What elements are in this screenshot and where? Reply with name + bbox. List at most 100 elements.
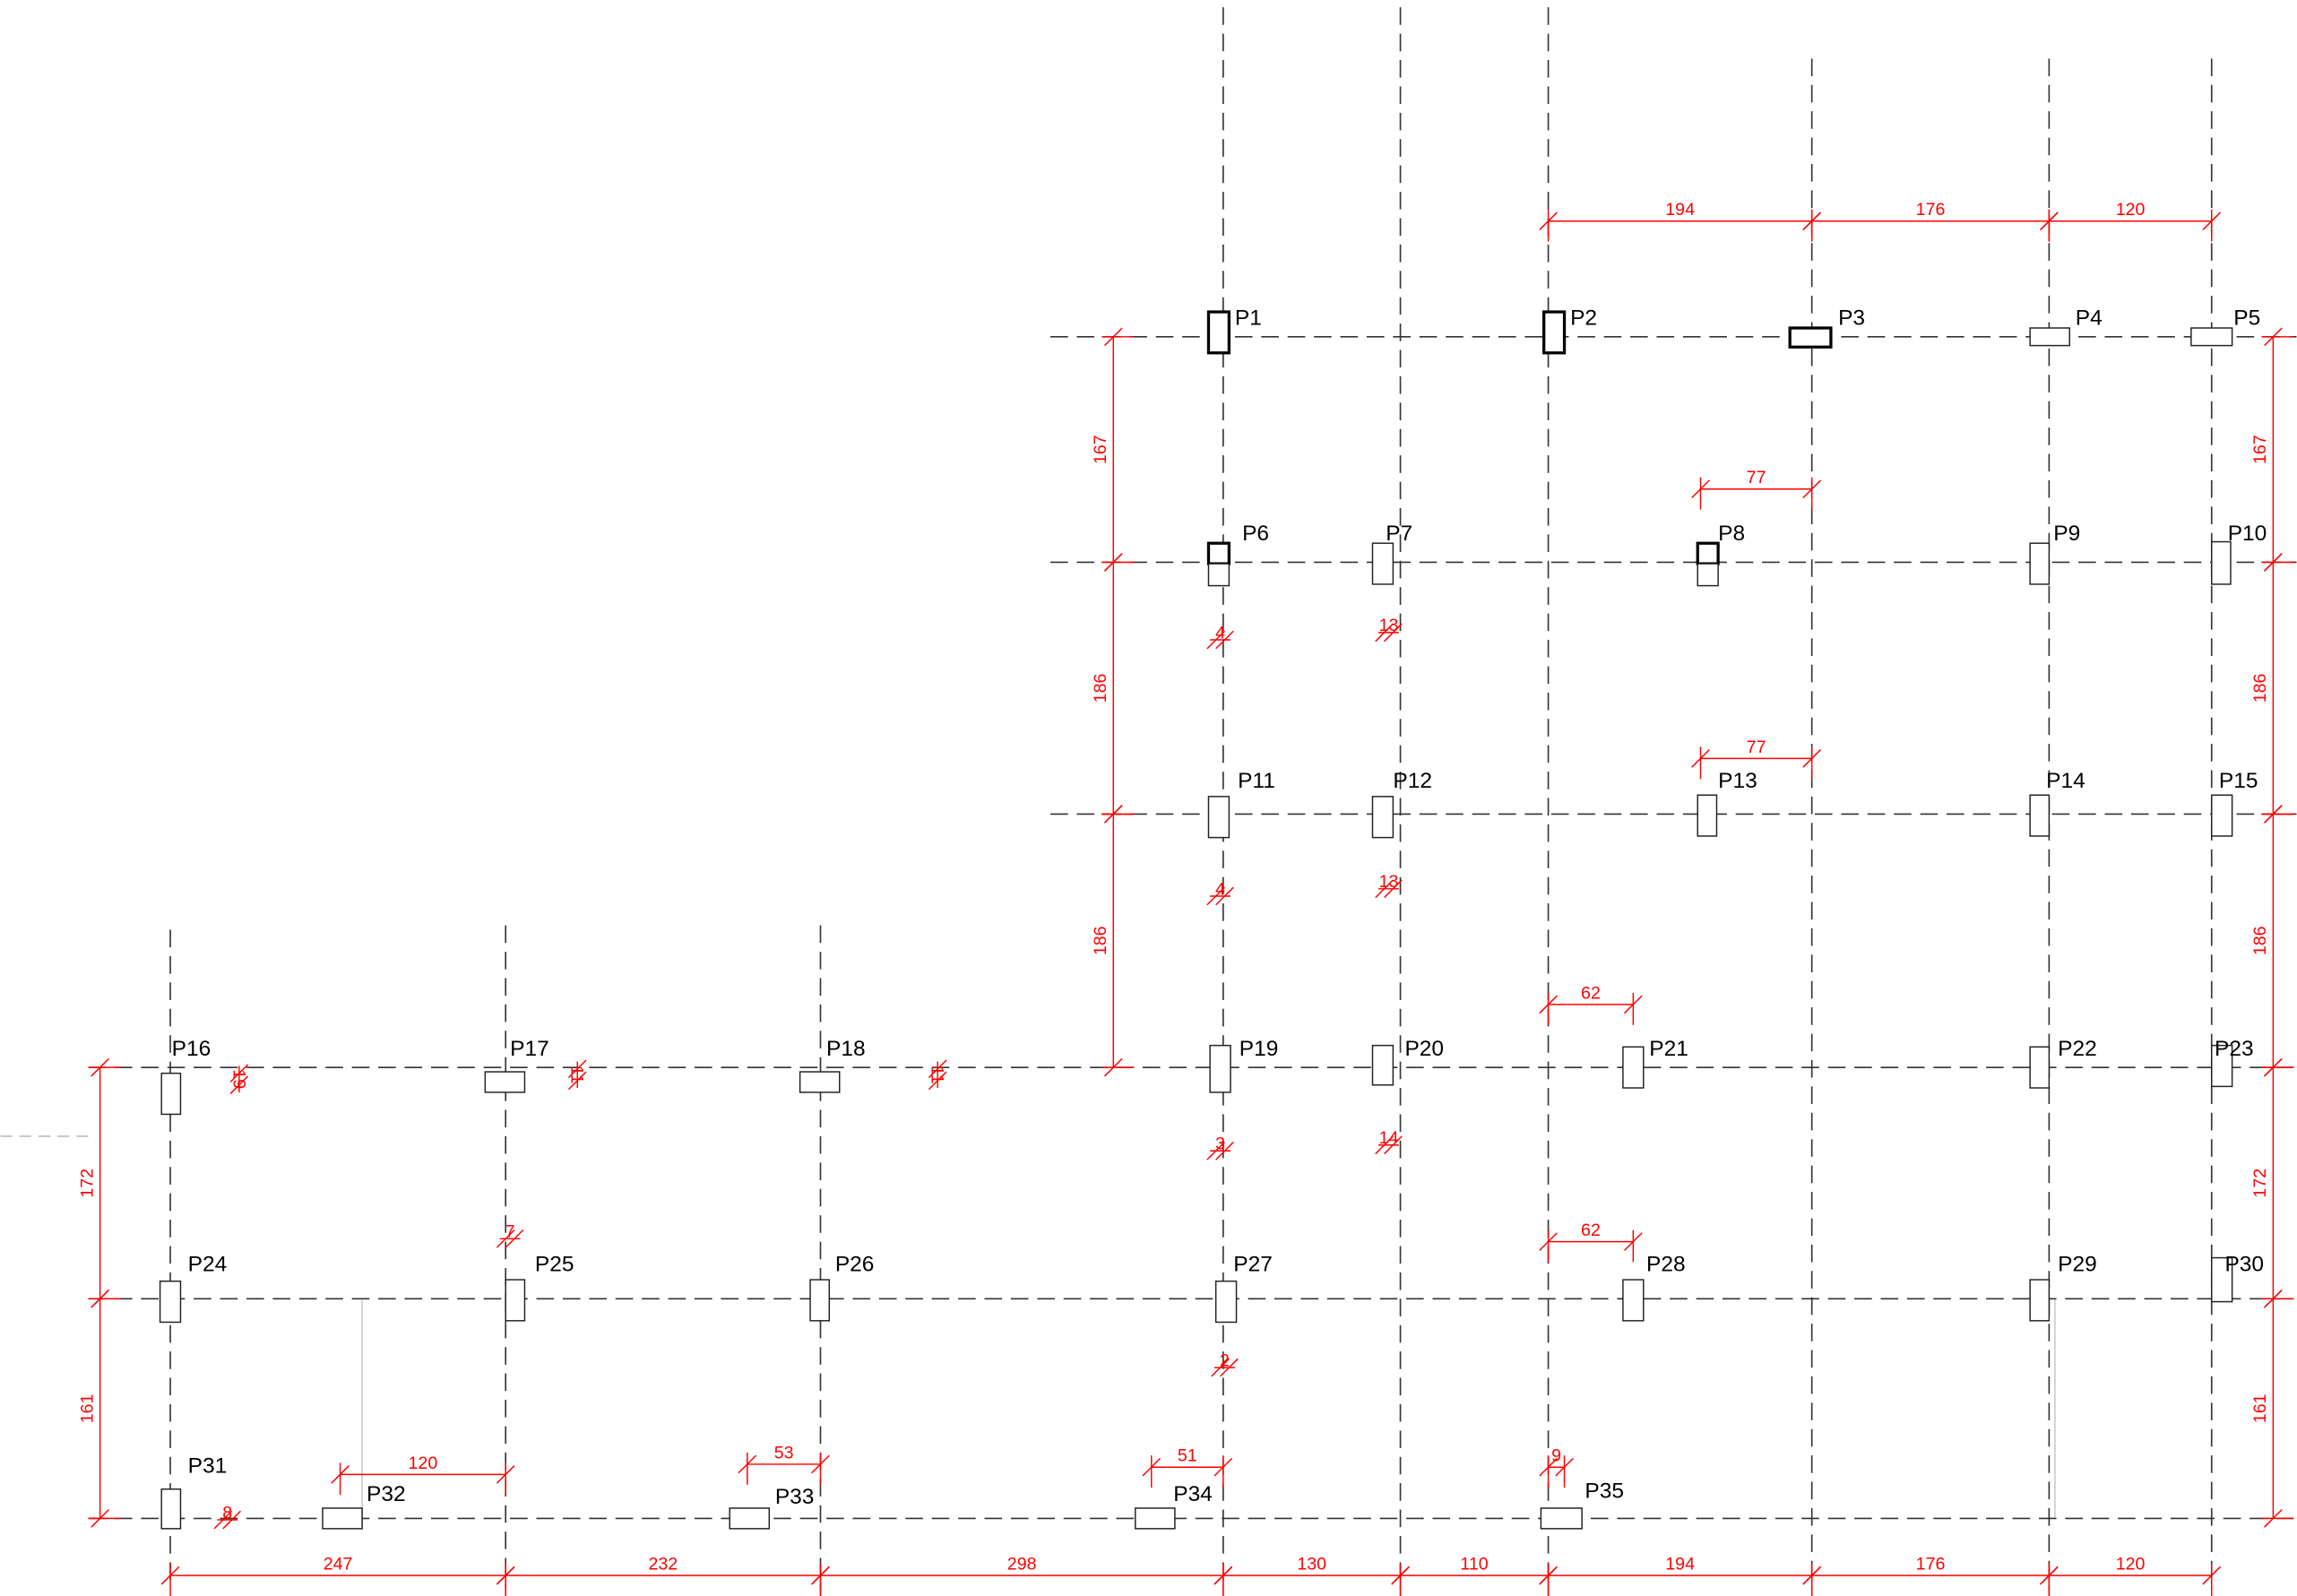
dim-tick bbox=[2264, 327, 2283, 347]
pillar-label: P1 bbox=[1235, 306, 1262, 331]
dim-tick bbox=[1539, 1566, 1558, 1585]
pillar-label: P16 bbox=[172, 1037, 212, 1061]
dimension-label: 194 bbox=[1665, 1555, 1695, 1574]
pillar-label: P5 bbox=[2233, 306, 2260, 331]
pillar-label: P33 bbox=[775, 1485, 815, 1509]
dimension-label: 4 bbox=[1215, 879, 1225, 899]
pillar bbox=[729, 1507, 771, 1530]
dim-tick bbox=[1215, 1141, 1234, 1160]
dim-tick bbox=[1539, 995, 1558, 1014]
pillar-label: P7 bbox=[1386, 522, 1412, 546]
pillar bbox=[1207, 796, 1231, 839]
dim-tick bbox=[229, 1075, 249, 1095]
dimension-label: 11 bbox=[928, 1065, 947, 1083]
dim-tick bbox=[1691, 749, 1710, 768]
dim-tick bbox=[1215, 886, 1234, 906]
dim-tick bbox=[1215, 630, 1234, 650]
pillar-label: P23 bbox=[2215, 1037, 2254, 1061]
pillar-label: P18 bbox=[826, 1037, 866, 1061]
pillar bbox=[2029, 542, 2051, 585]
dim-tick bbox=[91, 1289, 109, 1308]
dimension-label: 186 bbox=[2250, 674, 2270, 703]
pillar bbox=[2029, 794, 2051, 837]
pillar bbox=[160, 1488, 182, 1530]
dimension-label: 8 bbox=[222, 1503, 232, 1523]
dimension-label: 176 bbox=[1916, 200, 1946, 220]
dim-tick bbox=[1555, 1457, 1574, 1477]
pillar bbox=[484, 1071, 526, 1093]
dimension-label: 194 bbox=[1665, 200, 1695, 220]
pillar-label: P13 bbox=[1718, 769, 1757, 793]
dim-tick bbox=[331, 1465, 350, 1484]
dim-tick bbox=[2040, 211, 2059, 231]
dimension-label: 77 bbox=[1747, 738, 1766, 757]
pillar bbox=[2029, 1046, 2051, 1089]
dim-tick bbox=[1391, 1566, 1410, 1585]
dimension-label: 4 bbox=[1215, 623, 1225, 643]
pillar bbox=[1696, 541, 1720, 565]
dimension-label: 247 bbox=[324, 1555, 353, 1574]
dim-tick bbox=[213, 1510, 233, 1530]
dimension-label: 13 bbox=[1379, 616, 1399, 635]
pillar-label: P12 bbox=[1393, 769, 1432, 793]
dim-tick bbox=[1103, 327, 1123, 347]
pillar-label: P20 bbox=[1404, 1037, 1444, 1061]
dim-tick bbox=[1375, 1135, 1394, 1155]
pillar bbox=[1206, 310, 1231, 355]
pillar-label: P8 bbox=[1718, 522, 1745, 546]
dimension-label: 77 bbox=[1747, 468, 1766, 487]
pillar bbox=[1135, 1507, 1176, 1530]
dim-tick bbox=[2264, 553, 2283, 572]
dim-tick bbox=[1802, 749, 1822, 768]
dimension-label: 298 bbox=[1007, 1555, 1037, 1574]
pillar-label: P28 bbox=[1646, 1252, 1686, 1276]
dim-tick bbox=[1802, 211, 1822, 231]
pillar-label: P35 bbox=[1585, 1480, 1624, 1504]
dimension-label: 19 bbox=[229, 1069, 248, 1089]
dimension-label: 53 bbox=[774, 1443, 794, 1462]
dimension-label: 51 bbox=[1178, 1446, 1197, 1466]
dimension-label: 172 bbox=[2250, 1169, 2270, 1198]
pillar-label: P15 bbox=[2219, 769, 2258, 793]
pillar-label: P24 bbox=[188, 1252, 228, 1276]
pillar-label: P29 bbox=[2058, 1252, 2097, 1276]
dim-tick bbox=[229, 1064, 249, 1083]
pillar bbox=[1540, 1507, 1583, 1530]
dim-tick bbox=[2264, 1509, 2283, 1528]
dim-tick bbox=[91, 1057, 109, 1077]
dim-tick bbox=[222, 1510, 241, 1530]
dim-tick bbox=[811, 1454, 830, 1474]
pillar bbox=[2211, 540, 2232, 585]
dim-tick bbox=[738, 1454, 757, 1474]
pillar-label: P17 bbox=[510, 1037, 549, 1061]
dimension-label: 3 bbox=[1215, 1134, 1225, 1154]
dimension-label: 232 bbox=[648, 1555, 678, 1574]
pillar bbox=[799, 1071, 841, 1093]
pillar-label: P25 bbox=[535, 1252, 574, 1276]
dim-tick bbox=[1220, 1358, 1239, 1377]
dim-tick bbox=[1375, 879, 1394, 899]
pillar-label: P22 bbox=[2058, 1037, 2097, 1061]
dim-tick bbox=[1103, 1057, 1123, 1077]
dim-tick bbox=[2040, 1566, 2059, 1585]
dim-tick bbox=[1213, 1566, 1233, 1585]
dimension-label: 13 bbox=[1379, 872, 1399, 892]
dim-tick bbox=[160, 1566, 180, 1585]
pillar bbox=[2211, 1044, 2233, 1088]
dimension-label: 176 bbox=[1916, 1555, 1946, 1574]
dimension-label: 62 bbox=[1581, 983, 1601, 1003]
dim-tick bbox=[928, 1059, 947, 1079]
dimension-label: 172 bbox=[77, 1169, 97, 1198]
dim-tick bbox=[496, 1566, 515, 1585]
pillar-label: P21 bbox=[1649, 1037, 1688, 1061]
pillar bbox=[1214, 1280, 1238, 1324]
dim-tick bbox=[2264, 1289, 2283, 1308]
dim-tick bbox=[1802, 479, 1822, 499]
dim-tick bbox=[567, 1071, 587, 1091]
pillar-label: P19 bbox=[1239, 1037, 1279, 1061]
dim-tick bbox=[2264, 805, 2283, 824]
dim-tick bbox=[496, 1229, 515, 1248]
pillar bbox=[2211, 1256, 2233, 1303]
dimension-label: 120 bbox=[2116, 200, 2146, 220]
